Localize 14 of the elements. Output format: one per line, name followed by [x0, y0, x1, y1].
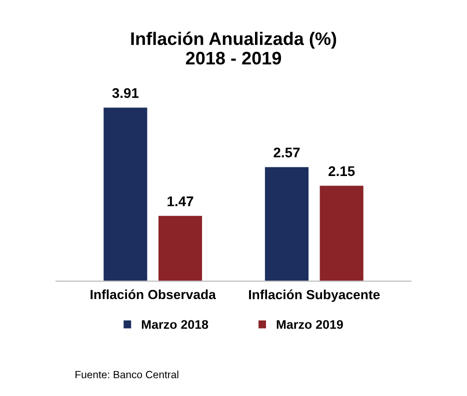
legend-label: Marzo 2018 — [142, 320, 208, 329]
source-note: Fuente: Banco Central — [76, 370, 178, 378]
bar — [264, 167, 309, 282]
data-label: 1.47 — [168, 196, 194, 206]
data-label: 2.57 — [274, 148, 300, 158]
bar — [320, 186, 364, 282]
x-tick-label: Inflación Subyacente — [249, 289, 380, 302]
data-label: 2.15 — [328, 166, 355, 176]
bar — [158, 216, 202, 282]
legend-label: Marzo 2019 — [276, 320, 343, 329]
x-tick-label: Inflación Observada — [90, 289, 216, 300]
data-label: 3.91 — [112, 88, 139, 98]
chart-title: Inflación Anualizada (%) 2018 - 2019 — [131, 32, 336, 65]
bar — [104, 108, 148, 282]
